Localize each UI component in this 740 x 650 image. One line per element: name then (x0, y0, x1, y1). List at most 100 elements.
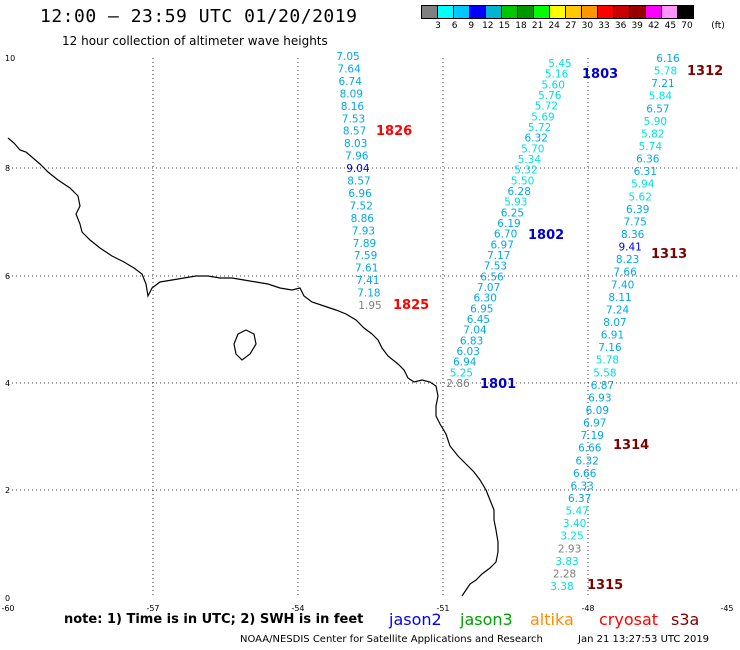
satellite-legend-altika: altika (530, 610, 574, 629)
x-tick-label: -48 (581, 604, 594, 613)
swh-value: 8.07 (603, 317, 626, 329)
swh-value: 6.32 (525, 133, 548, 145)
swh-value: 7.04 (463, 325, 487, 337)
footer-note: note: 1) Time is in UTC; 2) SWH is in fe… (64, 612, 364, 627)
swh-value: 5.78 (596, 355, 619, 367)
swh-value: 6.32 (576, 455, 599, 467)
legend-tick-label: 18 (515, 21, 527, 31)
swh-value: 2.93 (558, 543, 581, 555)
swh-value: 3.25 (560, 531, 583, 543)
swh-value: 7.89 (353, 238, 376, 250)
legend-tick-label: 27 (565, 21, 577, 31)
swh-value: 8.36 (621, 229, 645, 241)
swh-value: 7.07 (477, 282, 500, 294)
swh-value: 6.25 (501, 207, 524, 219)
y-tick-label: 10 (5, 54, 15, 63)
legend-tick-label: 24 (548, 21, 560, 31)
swh-value: 2.28 (553, 568, 576, 580)
swh-value: 6.28 (508, 186, 531, 198)
swh-value: 5.74 (639, 141, 663, 153)
satellite-legend-cryosat: cryosat (599, 610, 659, 629)
swh-value: 7.24 (606, 304, 630, 316)
swh-value: 1.95 (358, 300, 381, 312)
y-tick-label: 8 (5, 164, 10, 173)
swh-value: 7.66 (613, 267, 637, 279)
wave-height-tracks: 7.057.646.748.098.167.538.578.037.969.04… (336, 51, 723, 593)
legend-tick-label: 42 (648, 21, 660, 31)
pass-label: 1314 (613, 438, 649, 453)
legend-tick-label: 12 (482, 21, 494, 31)
satellite-legend-jason3: jason3 (460, 610, 513, 629)
pass-label: 1803 (582, 67, 618, 82)
x-tick-label: -45 (720, 604, 733, 613)
swh-value: 6.33 (570, 480, 593, 492)
swh-value: 6.09 (586, 405, 609, 417)
swh-value: 5.25 (450, 367, 473, 379)
generation-timestamp: Jan 21 13:27:53 UTC 2019 (578, 634, 710, 645)
swh-value: 5.69 (531, 111, 554, 123)
x-tick-label: -54 (291, 604, 304, 613)
swh-value: 7.41 (356, 275, 379, 287)
swh-value: 7.53 (342, 113, 365, 125)
swh-value: 6.94 (453, 357, 477, 369)
swh-value: 7.75 (623, 216, 646, 228)
pass-label: 1825 (393, 298, 429, 313)
swh-value: 9.41 (618, 242, 641, 254)
swh-value: 5.82 (641, 128, 664, 140)
credit-line: NOAA/NESDIS Center for Satellite Applica… (240, 634, 543, 645)
legend-tick-label: 6 (451, 21, 458, 31)
swh-value: 7.61 (355, 263, 378, 275)
x-tick-label: -60 (1, 604, 14, 613)
swh-value: 5.78 (654, 66, 677, 78)
swh-value: 5.93 (504, 197, 527, 209)
legend-tick-label: 33 (598, 21, 610, 31)
swh-value: 6.93 (588, 392, 611, 404)
swh-value: 6.97 (583, 418, 606, 430)
swh-value: 8.11 (608, 292, 631, 304)
legend-tick-label: 36 (614, 21, 627, 31)
legend-tick-label: 21 (531, 21, 544, 31)
swh-value: 6.83 (460, 335, 483, 347)
swh-value: 2.86 (446, 378, 470, 390)
legend-tick-label: 45 (664, 21, 677, 31)
swh-value: 7.96 (345, 151, 369, 163)
swh-value: 6.95 (470, 303, 493, 315)
swh-value: 3.40 (563, 518, 586, 530)
swh-value: 5.34 (518, 154, 542, 166)
map-title: 12:00 – 23:59 UTC 01/20/2019 (40, 6, 358, 27)
swh-value: 5.62 (629, 191, 652, 203)
swh-value: 7.40 (611, 279, 634, 291)
pass-label: 1826 (376, 124, 412, 139)
swh-value: 5.72 (528, 122, 551, 134)
swh-value: 6.31 (634, 166, 657, 178)
swh-value: 6.96 (348, 188, 372, 200)
swh-value: 7.59 (354, 250, 377, 262)
swh-value: 5.16 (545, 69, 569, 81)
swh-value: 6.74 (339, 76, 363, 88)
swh-value: 6.57 (646, 103, 669, 115)
coastline (7, 137, 499, 597)
map-subtitle: 12 hour collection of altimeter wave hei… (62, 34, 328, 48)
swh-value: 6.19 (497, 218, 520, 230)
swh-value: 6.03 (457, 346, 480, 358)
swh-value: 6.30 (474, 293, 497, 305)
swh-value: 7.19 (581, 430, 604, 442)
swh-value: 5.45 (548, 58, 571, 70)
pass-label: 1312 (687, 64, 723, 79)
swh-value: 9.04 (346, 163, 370, 175)
y-tick-label: 2 (5, 486, 10, 495)
map-grid (8, 58, 737, 598)
swh-value: 5.60 (542, 79, 565, 91)
swh-value: 8.16 (341, 101, 365, 113)
swh-value: 5.94 (631, 179, 655, 191)
swh-value: 6.36 (636, 154, 660, 166)
swh-value: 6.45 (467, 314, 490, 326)
swh-value: 5.90 (644, 116, 667, 128)
legend-tick-label: 39 (631, 21, 643, 31)
swh-value: 8.09 (340, 88, 363, 100)
y-tick-label: 0 (5, 594, 10, 603)
swh-value: 6.39 (626, 204, 649, 216)
swh-value: 8.23 (616, 254, 639, 266)
pass-label: 1802 (528, 228, 564, 243)
